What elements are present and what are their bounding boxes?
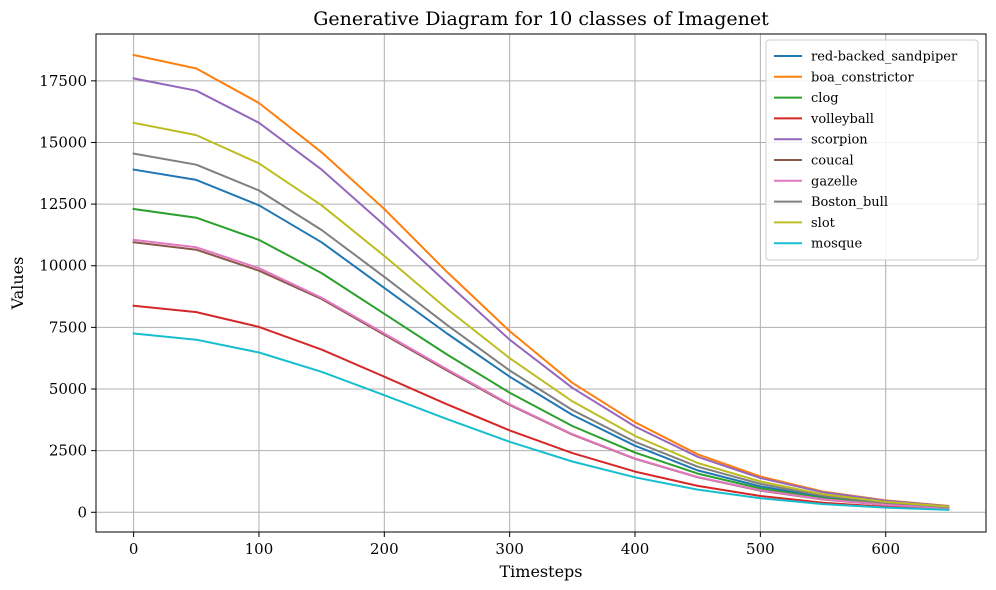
y-tick-label: 17500 [39,72,87,90]
legend-label: coucal [811,154,854,169]
legend-item: clog [774,91,839,106]
y-tick-label: 7500 [49,318,87,336]
y-tick-label: 5000 [49,380,87,398]
legend-label: slot [811,216,836,231]
series-line-gazelle [132,238,950,510]
x-tick-label: 200 [370,540,399,558]
legend-item: scorpion [774,133,868,148]
series-line-slot [132,121,950,508]
legend-item: volleyball [774,112,874,127]
y-axis-label: Values [8,257,27,311]
series-line-volleyball [132,304,950,511]
axis-ticks: 0 100 200 300 400 500 600 0 2500 5000 7500 10000 125… [39,72,900,558]
grid-lines [96,34,986,532]
legend-label: gazelle [811,174,858,189]
legend-label: volleyball [810,112,874,127]
x-tick-label: 400 [621,540,650,558]
legend-item: red-backed_sandpiper [774,50,958,65]
series-line-clog [132,207,950,509]
legend-item: mosque [774,237,863,252]
legend-item: coucal [774,154,854,169]
x-tick-label: 0 [129,540,139,558]
y-tick-label: 10000 [39,257,87,275]
chart-title: Generative Diagram for 10 classes of Ima… [313,8,769,30]
legend-box [765,39,979,261]
legend-label: mosque [811,237,863,252]
series-line-red-backed-sandpiper [132,168,950,509]
x-tick-label: 100 [245,540,274,558]
legend-label: clog [811,91,839,106]
x-axis-label: Timesteps [500,562,583,581]
y-tick-label: 12500 [39,195,87,213]
series-line-boston-bull [132,152,950,509]
y-tick-label: 2500 [49,442,87,460]
legend-label: boa_constrictor [811,70,914,85]
legend-item: slot [774,216,836,231]
x-tick-label: 500 [746,540,775,558]
legend-item: Boston_bull [774,195,888,210]
x-tick-label: 600 [871,540,900,558]
plot-frame [95,33,987,533]
series-lines [132,53,950,511]
y-tick-label: 0 [77,503,87,521]
series-line-mosque [132,332,950,511]
series-line-scorpion [132,77,950,508]
x-tick-label: 300 [495,540,524,558]
legend-item: boa_constrictor [774,70,914,85]
y-tick-label: 15000 [39,133,87,151]
legend-item: gazelle [774,174,858,189]
legend-label: scorpion [811,133,868,148]
legend-label: Boston_bull [811,195,888,210]
legend-label: red-backed_sandpiper [811,50,958,65]
